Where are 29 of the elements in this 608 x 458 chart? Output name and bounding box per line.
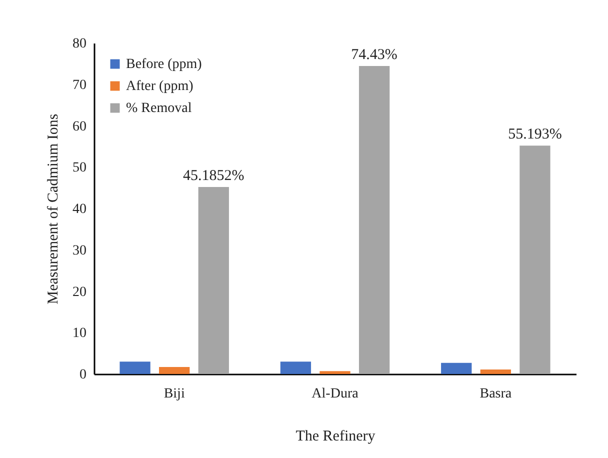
y-tick-label: 40: [72, 202, 86, 217]
bar: [480, 369, 511, 374]
legend-label: % Removal: [126, 101, 192, 116]
bar: [159, 366, 190, 374]
legend-label: After (ppm): [126, 79, 194, 94]
bar: [320, 371, 350, 374]
y-tick-label: 50: [72, 160, 86, 176]
legend-label: Before (ppm): [126, 57, 202, 72]
x-tick-label: Al-Dura: [312, 386, 360, 402]
y-tick-label: 30: [72, 243, 86, 258]
data-label: 45.1852%: [183, 168, 244, 184]
y-tick-label: 60: [72, 119, 86, 134]
x-axis-title: The Refinery: [296, 428, 376, 444]
bar: [520, 146, 550, 374]
bar: [198, 187, 229, 374]
y-tick-label: 70: [72, 78, 86, 93]
data-label: 74.43%: [351, 47, 398, 64]
y-tick-label: 80: [72, 36, 86, 52]
bar: [358, 66, 390, 374]
data-label: 55.193%: [508, 126, 562, 143]
y-tick-label: 20: [72, 284, 86, 300]
bar: [280, 362, 312, 374]
bar: [120, 362, 150, 374]
y-tick-label: 0: [80, 368, 86, 382]
x-tick-label: Basra: [480, 386, 512, 402]
y-axis-title: Measurement of Cadmium Ions: [46, 114, 62, 304]
x-tick-label: Biji: [164, 386, 185, 402]
bar: [441, 362, 472, 374]
y-tick-label: 10: [72, 326, 86, 342]
